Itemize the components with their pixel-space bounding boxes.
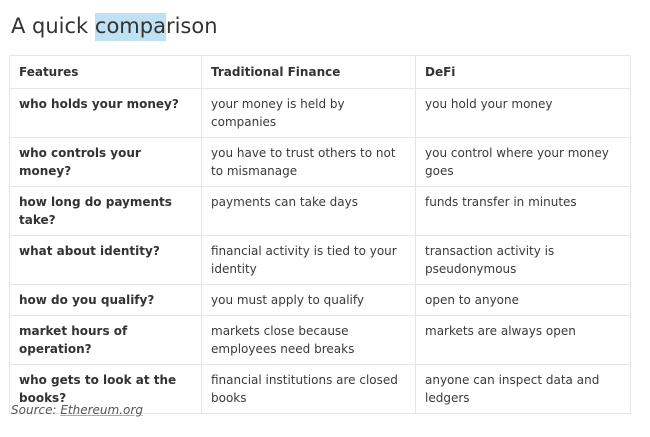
page-title: A quick comparison	[11, 13, 218, 41]
traditional-finance-cell: financial institutions are closed books	[201, 364, 416, 414]
feature-cell: who holds your money?	[9, 88, 202, 138]
source-caption: Source: Ethereum.org	[11, 403, 143, 417]
table-header-row: Features Traditional Finance DeFi	[9, 55, 631, 89]
table-row: who controls your money? you have to tru…	[9, 137, 631, 187]
heading-text-after: rison	[165, 14, 218, 38]
table-row: market hours of operation? markets close…	[9, 315, 631, 365]
table-row: how do you qualify? you must apply to qu…	[9, 284, 631, 316]
feature-cell: what about identity?	[9, 235, 202, 285]
source-label: Source:	[11, 403, 61, 417]
traditional-finance-cell: you have to trust others to not to misma…	[201, 137, 416, 187]
source-link[interactable]: Ethereum.org	[60, 403, 143, 417]
traditional-finance-cell: markets close because employees need bre…	[201, 315, 416, 365]
defi-cell: you hold your money	[415, 88, 631, 138]
traditional-finance-cell: you must apply to qualify	[201, 284, 416, 316]
table-row: who holds your money? your money is held…	[9, 88, 631, 138]
column-header-features: Features	[9, 55, 202, 89]
defi-cell: open to anyone	[415, 284, 631, 316]
column-header-defi: DeFi	[415, 55, 631, 89]
defi-cell: markets are always open	[415, 315, 631, 365]
table-row: what about identity? financial activity …	[9, 235, 631, 285]
feature-cell: market hours of operation?	[9, 315, 202, 365]
feature-cell: how long do payments take?	[9, 186, 202, 236]
column-header-traditional-finance: Traditional Finance	[201, 55, 416, 89]
table-row: how long do payments take? payments can …	[9, 186, 631, 236]
feature-cell: who gets to look at the books?	[9, 364, 202, 414]
feature-cell: who controls your money?	[9, 137, 202, 187]
table-row: who gets to look at the books? financial…	[9, 364, 631, 414]
comparison-table: Features Traditional Finance DeFi who ho…	[9, 55, 631, 414]
traditional-finance-cell: financial activity is tied to your ident…	[201, 235, 416, 285]
traditional-finance-cell: payments can take days	[201, 186, 416, 236]
defi-cell: transaction activity is pseudonymous	[415, 235, 631, 285]
defi-cell: anyone can inspect data and ledgers	[415, 364, 631, 414]
heading-text-before: A quick	[11, 14, 95, 38]
traditional-finance-cell: your money is held by companies	[201, 88, 416, 138]
heading-text-selected: compa	[94, 13, 166, 41]
feature-cell: how do you qualify?	[9, 284, 202, 316]
defi-cell: funds transfer in minutes	[415, 186, 631, 236]
defi-cell: you control where your money goes	[415, 137, 631, 187]
